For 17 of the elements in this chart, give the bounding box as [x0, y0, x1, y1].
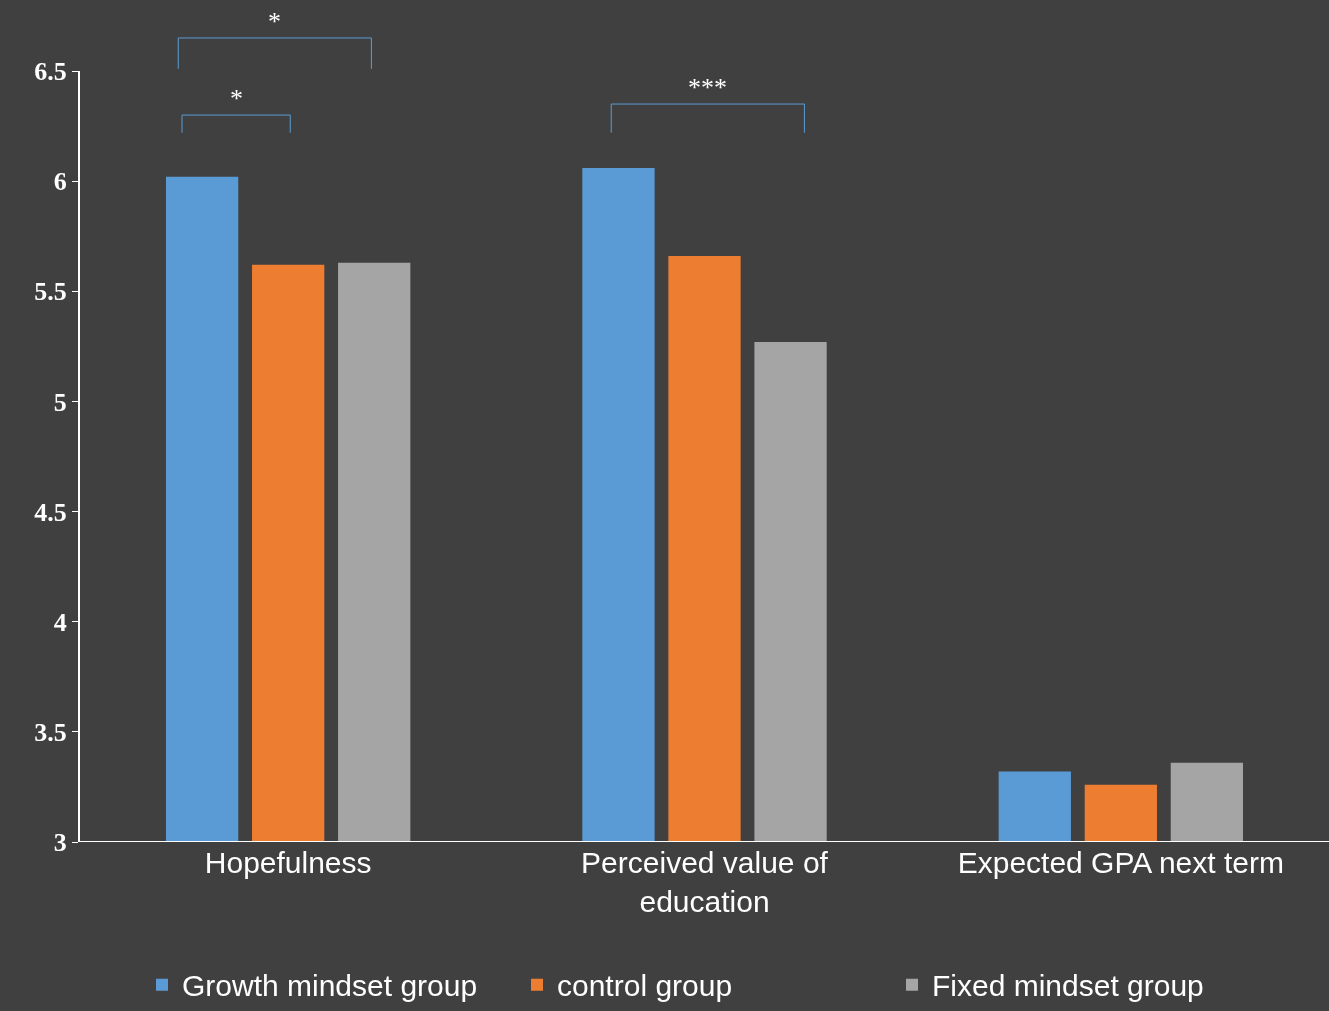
y-tick-label: 4: [53, 607, 67, 637]
annotation: ***: [688, 73, 727, 102]
y-tick-label: 3.5: [34, 717, 67, 747]
y-tick-label: 4.5: [34, 497, 67, 527]
legend-label: Fixed mindset group: [932, 969, 1204, 1003]
annotation: *: [230, 84, 243, 113]
y-tick-label: 5: [53, 387, 67, 417]
x-tick-label: Hopefulness: [204, 846, 372, 879]
x-tick-label: Perceived value of education: [581, 846, 829, 918]
text: *: [268, 7, 281, 36]
y-tick-label: 6: [53, 167, 67, 197]
y-tick-label: 5.5: [34, 277, 67, 307]
y-tick-label: 6.5: [34, 57, 67, 87]
y-tick-label: 3: [53, 828, 67, 858]
legend-label: Growth mindset group: [182, 969, 478, 1003]
legend-label: control group: [557, 969, 733, 1003]
x-tick-label: Expected GPA next term: [957, 846, 1284, 879]
